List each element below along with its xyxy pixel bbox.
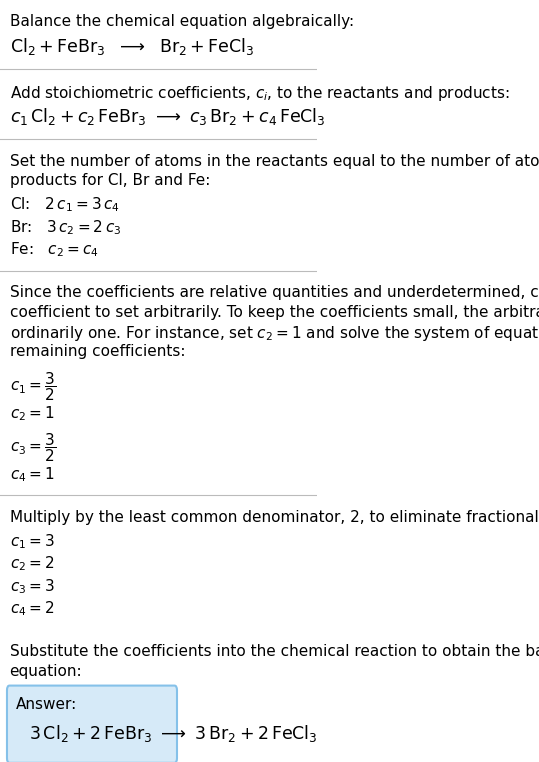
Text: $3\,\mathrm{Cl_2} + 2\,\mathrm{FeBr_3} \ \longrightarrow \ 3\,\mathrm{Br_2} + 2\: $3\,\mathrm{Cl_2} + 2\,\mathrm{FeBr_3} \…	[29, 722, 317, 744]
Text: ordinarily one. For instance, set $c_2 = 1$ and solve the system of equations fo: ordinarily one. For instance, set $c_2 =…	[10, 324, 539, 343]
Text: $c_1\,\mathrm{Cl_2} + c_2\,\mathrm{FeBr_3} \ \longrightarrow \ c_3\,\mathrm{Br_2: $c_1\,\mathrm{Cl_2} + c_2\,\mathrm{FeBr_…	[10, 106, 325, 127]
Text: $c_1 = \dfrac{3}{2}$: $c_1 = \dfrac{3}{2}$	[10, 370, 56, 403]
FancyBboxPatch shape	[7, 686, 177, 762]
Text: Multiply by the least common denominator, 2, to eliminate fractional coefficient: Multiply by the least common denominator…	[10, 510, 539, 525]
Text: Substitute the coefficients into the chemical reaction to obtain the balanced: Substitute the coefficients into the che…	[10, 645, 539, 659]
Text: Answer:: Answer:	[16, 697, 77, 712]
Text: $c_4 = 1$: $c_4 = 1$	[10, 465, 54, 484]
Text: $c_3 = \dfrac{3}{2}$: $c_3 = \dfrac{3}{2}$	[10, 431, 56, 464]
Text: Set the number of atoms in the reactants equal to the number of atoms in the: Set the number of atoms in the reactants…	[10, 154, 539, 169]
Text: Add stoichiometric coefficients, $c_i$, to the reactants and products:: Add stoichiometric coefficients, $c_i$, …	[10, 84, 509, 103]
Text: Br:   $3\,c_2 = 2\,c_3$: Br: $3\,c_2 = 2\,c_3$	[10, 218, 121, 237]
Text: $c_2 = 2$: $c_2 = 2$	[10, 555, 54, 574]
Text: equation:: equation:	[10, 664, 82, 679]
Text: Cl:   $2\,c_1 = 3\,c_4$: Cl: $2\,c_1 = 3\,c_4$	[10, 196, 119, 214]
Text: Balance the chemical equation algebraically:: Balance the chemical equation algebraica…	[10, 14, 354, 28]
Text: products for Cl, Br and Fe:: products for Cl, Br and Fe:	[10, 173, 210, 188]
Text: $\mathrm{Cl_2 + FeBr_3 \ \ \longrightarrow \ \ Br_2 + FeCl_3}$: $\mathrm{Cl_2 + FeBr_3 \ \ \longrightarr…	[10, 36, 254, 57]
Text: Fe:   $c_2 = c_4$: Fe: $c_2 = c_4$	[10, 241, 98, 259]
Text: coefficient to set arbitrarily. To keep the coefficients small, the arbitrary va: coefficient to set arbitrarily. To keep …	[10, 305, 539, 320]
Text: $c_3 = 3$: $c_3 = 3$	[10, 577, 54, 596]
Text: $c_1 = 3$: $c_1 = 3$	[10, 533, 54, 551]
Text: remaining coefficients:: remaining coefficients:	[10, 344, 185, 359]
Text: $c_4 = 2$: $c_4 = 2$	[10, 600, 54, 618]
Text: Since the coefficients are relative quantities and underdetermined, choose a: Since the coefficients are relative quan…	[10, 285, 539, 300]
Text: $c_2 = 1$: $c_2 = 1$	[10, 405, 54, 423]
